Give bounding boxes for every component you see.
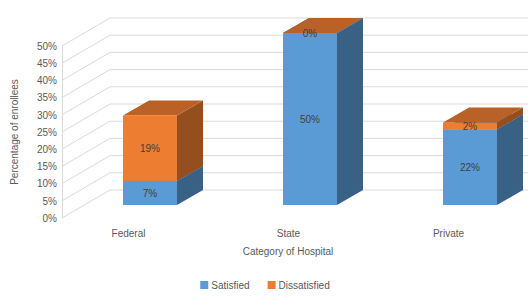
y-tick: 10% [37, 178, 62, 189]
bar-segment [443, 107, 523, 129]
x-axis-title: Category of Hospital [243, 246, 334, 257]
x-tick: Private [433, 226, 465, 239]
bar-front [443, 129, 497, 205]
y-tick-label: 50% [37, 41, 57, 52]
y-tick-label: 40% [37, 75, 57, 86]
y-tick: 35% [37, 92, 62, 103]
bar-top [443, 107, 523, 122]
y-tick-label: 10% [37, 178, 57, 189]
legend-item: Satisfied [200, 280, 249, 291]
legend-swatch [200, 281, 208, 289]
chart: 0% 5% 10% 15% 20% 25% 30% 35% 40% 45% 50% Federal St… [0, 0, 530, 308]
data-label: 7% [143, 188, 158, 199]
bar-side [497, 114, 523, 205]
data-labels: 7% 19% 50% 0% 22% 2% [140, 28, 480, 199]
bar-side [337, 18, 363, 205]
bar-top [283, 18, 363, 33]
data-label: 19% [140, 143, 160, 154]
data-label: 22% [460, 162, 480, 173]
y-tick-label: 5% [43, 196, 58, 207]
y-tick-label: 45% [37, 58, 57, 69]
y-tick: 45% [37, 58, 62, 69]
legend-item: Dissatisfied [268, 280, 330, 291]
y-tick: 0% [43, 213, 62, 224]
y-tick-label: 0% [43, 213, 58, 224]
grid [62, 18, 528, 218]
y-tick-label: 20% [37, 144, 57, 155]
bars [123, 18, 523, 205]
bar-segment [283, 18, 363, 33]
y-tick-label: 35% [37, 92, 57, 103]
y-axis: 0% 5% 10% 15% 20% 25% 30% 35% 40% 45% 50% [37, 41, 63, 224]
legend: Satisfied Dissatisfied [200, 280, 330, 291]
data-label: 50% [300, 114, 320, 125]
y-tick: 50% [37, 41, 62, 52]
y-tick: 30% [37, 110, 62, 121]
data-label: 0% [303, 28, 318, 39]
x-tick-label: Private [433, 228, 465, 239]
bar-front [123, 181, 177, 205]
legend-swatch [268, 281, 276, 289]
x-tick: Federal [112, 226, 146, 239]
x-tick-label: Federal [112, 228, 146, 239]
bar-segment [283, 18, 363, 205]
bar-top [283, 18, 363, 33]
y-tick: 15% [37, 161, 62, 172]
bar-front [123, 116, 177, 181]
data-label: 2% [463, 121, 478, 132]
bar-segment [123, 101, 203, 181]
y-tick: 20% [37, 144, 62, 155]
x-tick: State [277, 226, 301, 239]
legend-label: Satisfied [211, 280, 249, 291]
y-tick: 5% [43, 196, 62, 207]
y-axis-title: Percentage of enrollees [9, 79, 20, 185]
y-axis-line [62, 47, 63, 219]
y-tick: 25% [37, 127, 62, 138]
y-tick: 40% [37, 75, 62, 86]
y-tick-label: 15% [37, 161, 57, 172]
bar-front [283, 33, 337, 205]
bar-top [123, 101, 203, 116]
x-tick-label: State [277, 228, 301, 239]
x-axis: Federal State Private [112, 226, 465, 239]
bar-segment [443, 114, 523, 205]
legend-label: Dissatisfied [279, 280, 330, 291]
y-tick-label: 25% [37, 127, 57, 138]
y-tick-label: 30% [37, 110, 57, 121]
